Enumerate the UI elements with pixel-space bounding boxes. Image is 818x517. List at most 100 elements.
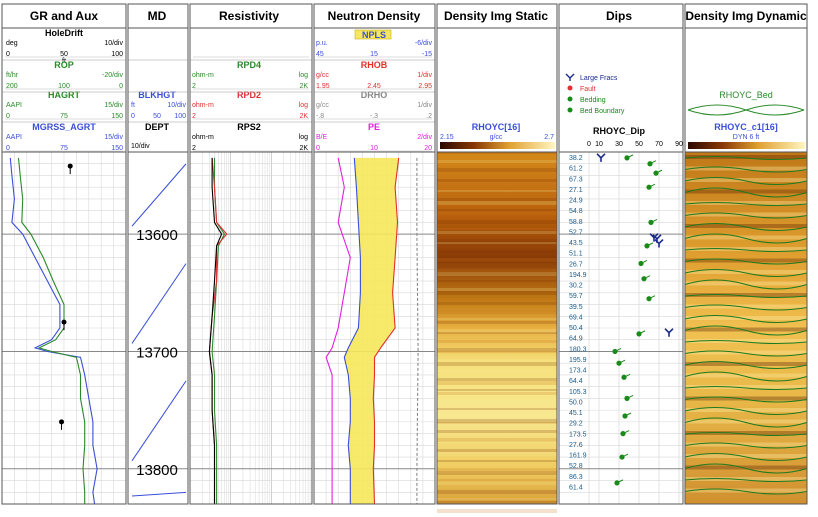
dip-annotation: 194.9 xyxy=(569,272,587,279)
dip-layer: 38.2 61.2 67.3 27.1 24.9 54.8 58.8 52.7 43.5 51.1… xyxy=(569,153,674,491)
dynamic-band xyxy=(685,212,807,217)
static-band xyxy=(437,449,557,452)
static-band xyxy=(437,370,557,372)
bed-sine-curve xyxy=(684,463,808,474)
dip-annotation: 26.7 xyxy=(569,261,583,268)
bed-sine-curve xyxy=(684,212,808,219)
gr-header: HoleDrift deg 10/div 0 50 100 ft ROP ft/… xyxy=(6,28,123,152)
dip-tick-label: 10 xyxy=(595,141,603,148)
dept-left: 10/div xyxy=(131,143,150,150)
dynamic-band xyxy=(685,465,807,470)
track-border xyxy=(684,3,808,505)
static-band xyxy=(437,239,557,243)
dip-annotation: 52.8 xyxy=(569,463,583,470)
rhob-mid: 2.45 xyxy=(367,83,381,90)
pe-left: B/E xyxy=(316,134,328,141)
static-band xyxy=(437,408,557,410)
blkhgt-max: 100 xyxy=(174,113,186,120)
holedrift-left: deg xyxy=(6,40,18,47)
dip-annotation: 27.1 xyxy=(569,187,583,194)
dynamic-band xyxy=(685,350,807,355)
legend-label: Bed Boundary xyxy=(580,108,625,115)
rop-left: ft/hr xyxy=(6,72,19,79)
legend-bed-boundary-icon xyxy=(567,107,573,113)
dynamic-band xyxy=(685,454,807,458)
bedding-tadpole xyxy=(644,243,650,249)
dip-annotation: 180.3 xyxy=(569,346,587,353)
bed-sine-curve xyxy=(684,360,808,370)
large-frac-symbol xyxy=(664,328,674,337)
static-band xyxy=(437,468,557,471)
track-border xyxy=(189,3,313,505)
depth-label-13600: 13600 xyxy=(136,227,178,244)
large-frac-symbol xyxy=(649,233,659,242)
bed-sine-curve xyxy=(684,477,808,483)
depth-labels: 13600 13700 13800 xyxy=(136,227,178,479)
static-band xyxy=(437,411,557,414)
dip-annotation: 54.8 xyxy=(569,208,583,215)
drho-min: -.8 xyxy=(316,113,324,120)
static-band xyxy=(437,171,557,173)
dynamic-band xyxy=(685,224,807,228)
bedding-tadpole xyxy=(646,296,652,302)
curve-rhob xyxy=(372,157,400,505)
bedding-tadpole xyxy=(653,170,659,176)
static-band xyxy=(437,272,557,276)
resistivity-header: RPD4 ohm-m log 2 2K RPD2 ohm-m log 2 2K … xyxy=(192,60,308,152)
static-band xyxy=(437,479,557,481)
bed-sine-curve xyxy=(684,452,808,462)
dynamic-image-texture xyxy=(684,155,808,495)
holedrift-right: 10/div xyxy=(104,40,123,47)
curve-mgrss_agrt xyxy=(9,157,98,505)
bed-sine-curve xyxy=(684,350,808,357)
curve-rps2 xyxy=(208,157,223,504)
dips-title: RHOYC_Dip xyxy=(593,126,646,136)
static-band xyxy=(437,302,557,305)
dynamic-sub: DYN 6 ft xyxy=(733,134,760,141)
neutron-density-header: NPLS p.u. -6/div 45 15 -15 RHOB g/cc 1/d… xyxy=(316,29,433,152)
dynamic-band xyxy=(685,155,807,159)
dip-annotation: 67.3 xyxy=(569,176,583,183)
static-band xyxy=(437,321,557,324)
holedrift-min: 0 xyxy=(6,51,10,58)
npls-mid: 15 xyxy=(370,51,378,58)
dip-annotation: 43.5 xyxy=(569,240,583,247)
legend-label: Large Fracs xyxy=(580,75,618,82)
static-band xyxy=(437,160,557,163)
mgrss-mid: 75 xyxy=(60,145,68,152)
static-band xyxy=(437,351,557,353)
rop-right: -20/div xyxy=(102,72,124,79)
bed-sine-curve xyxy=(684,488,808,495)
npls-right: -6/div xyxy=(415,40,433,47)
rpd2-left: ohm-m xyxy=(192,102,214,109)
neutron-density-crossover-fill xyxy=(344,157,399,504)
static-band xyxy=(437,501,557,504)
bedding-tadpole xyxy=(614,480,620,486)
curve-name-pe: PE xyxy=(368,122,380,132)
dip-annotation: 64.9 xyxy=(569,336,583,343)
legend-large-fracs-icon xyxy=(565,73,575,81)
dynamic-band xyxy=(685,166,807,171)
rop-min: 200 xyxy=(6,83,18,90)
curve-name-dept: DEPT xyxy=(145,122,170,132)
bed-sine-curve xyxy=(684,279,808,290)
dynamic-band xyxy=(685,339,807,343)
dips-header: Large Fracs Fault Bedding Bed Boundary RHOY… xyxy=(565,73,683,148)
mgrss-max: 150 xyxy=(111,145,123,152)
static-band xyxy=(437,220,557,224)
curve-name-rpd4: RPD4 xyxy=(237,60,261,70)
curve-name-blkhgt: BLKHGT xyxy=(138,90,176,100)
dynamic-band xyxy=(685,327,807,332)
static-band xyxy=(437,228,557,230)
dip-annotation: 50.0 xyxy=(569,399,583,406)
static-band xyxy=(437,242,557,244)
npls-min: 45 xyxy=(316,51,324,58)
rpd4-right: log xyxy=(299,72,308,79)
legend-fault-icon xyxy=(567,85,573,91)
dynamic-band xyxy=(685,316,807,320)
dip-annotation: 69.4 xyxy=(569,314,583,321)
dip-annotation: 61.4 xyxy=(569,484,583,491)
dynamic-band xyxy=(685,247,807,251)
rhob-right: 1/div xyxy=(417,72,432,79)
dip-annotation: 61.2 xyxy=(569,166,583,173)
